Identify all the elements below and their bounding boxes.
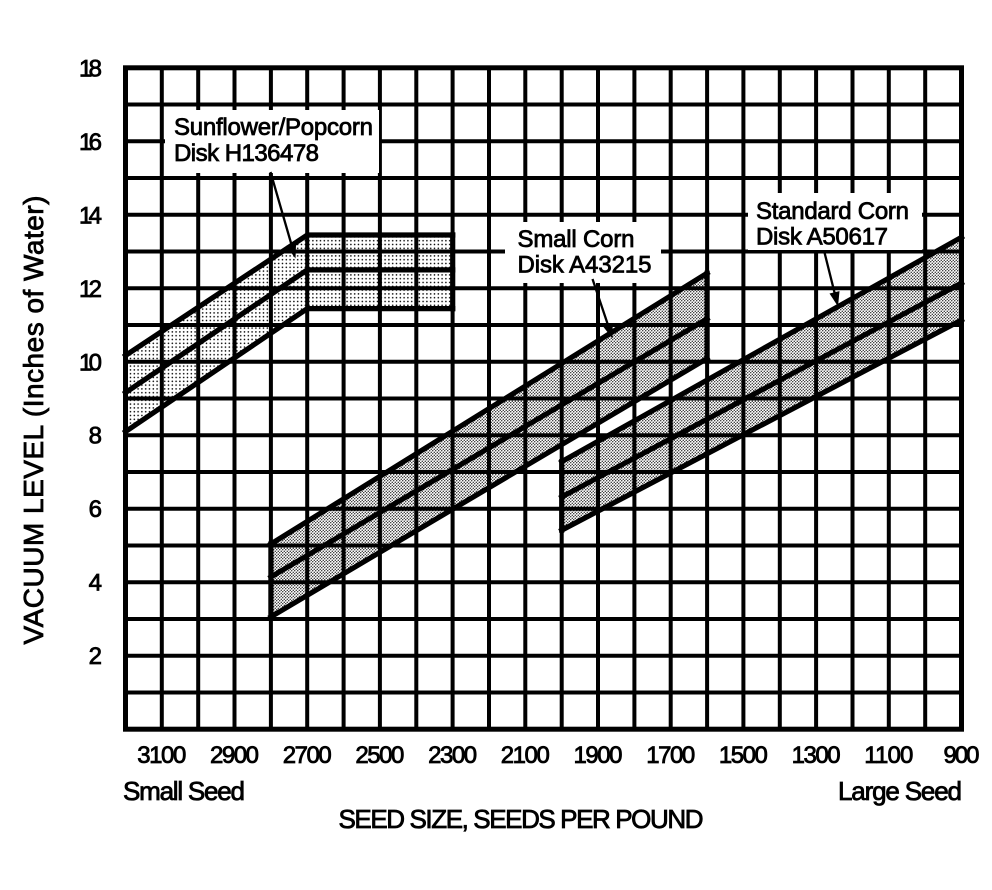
svg-text:900: 900 bbox=[944, 742, 980, 769]
svg-text:8: 8 bbox=[89, 423, 102, 450]
svg-text:14: 14 bbox=[79, 202, 102, 229]
svg-text:VACUUM LEVEL (Inches of Water): VACUUM LEVEL (Inches of Water) bbox=[18, 196, 49, 645]
svg-text:2500: 2500 bbox=[355, 742, 404, 769]
svg-text:1100: 1100 bbox=[864, 742, 913, 769]
svg-text:Large Seed: Large Seed bbox=[838, 776, 962, 806]
svg-text:Small Seed: Small Seed bbox=[123, 776, 245, 806]
svg-text:1900: 1900 bbox=[574, 742, 623, 769]
svg-text:2700: 2700 bbox=[283, 742, 332, 769]
svg-text:3100: 3100 bbox=[137, 742, 186, 769]
svg-text:2100: 2100 bbox=[501, 742, 550, 769]
svg-text:1300: 1300 bbox=[792, 742, 841, 769]
svg-text:12: 12 bbox=[79, 276, 102, 303]
svg-text:6: 6 bbox=[89, 496, 102, 523]
svg-text:Disk A43215: Disk A43215 bbox=[518, 252, 652, 279]
svg-text:Disk A50617: Disk A50617 bbox=[756, 224, 888, 251]
svg-text:2300: 2300 bbox=[428, 742, 477, 769]
svg-text:1500: 1500 bbox=[719, 742, 768, 769]
svg-text:Disk H136478: Disk H136478 bbox=[174, 140, 319, 167]
svg-text:1700: 1700 bbox=[646, 742, 695, 769]
svg-text:2900: 2900 bbox=[210, 742, 259, 769]
svg-text:10: 10 bbox=[79, 349, 102, 376]
svg-text:2: 2 bbox=[89, 643, 102, 670]
svg-text:Standard Corn: Standard Corn bbox=[756, 198, 909, 225]
svg-text:16: 16 bbox=[79, 129, 102, 156]
svg-text:SEED SIZE, SEEDS PER POUND: SEED SIZE, SEEDS PER POUND bbox=[339, 804, 704, 834]
svg-text:Small Corn: Small Corn bbox=[518, 226, 635, 253]
svg-text:4: 4 bbox=[89, 570, 102, 597]
svg-text:18: 18 bbox=[79, 55, 102, 82]
svg-text:Sunflower/Popcorn: Sunflower/Popcorn bbox=[174, 114, 373, 141]
